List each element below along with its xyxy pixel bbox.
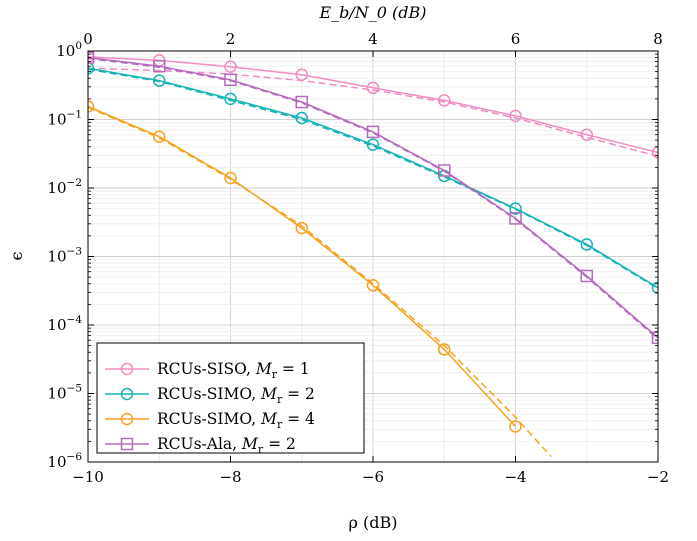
- data-point: [580, 269, 593, 283]
- y-tick-label: 10−1: [47, 109, 82, 129]
- legend-label: RCUs-SIMO, Mr = 2: [157, 385, 315, 406]
- data-point: [438, 94, 451, 107]
- top-tick-label: 6: [511, 30, 521, 48]
- data-point: [580, 128, 593, 141]
- data-point: [224, 60, 237, 73]
- top-tick-label: 2: [226, 30, 236, 48]
- y-tick-label: 10−4: [47, 314, 82, 334]
- data-point: [295, 111, 308, 125]
- data-point: [224, 171, 237, 185]
- data-point: [580, 238, 593, 251]
- series-3: [88, 100, 552, 458]
- legend-marker: [120, 387, 134, 401]
- legend-marker: [120, 412, 134, 426]
- legend-marker: [120, 437, 134, 451]
- data-point: [153, 130, 166, 143]
- legend-item: RCUs-SISO, Mr = 1: [105, 360, 310, 381]
- y-tick-label: 10−3: [47, 246, 82, 266]
- y-tick-label: 100: [56, 40, 82, 60]
- data-point: [153, 74, 166, 87]
- legend-label: RCUs-SISO, Mr = 1: [157, 360, 310, 381]
- x-tick-label: −6: [362, 468, 384, 486]
- legend-box: [96, 342, 365, 454]
- series-approx-line: [88, 67, 658, 158]
- data-point: [153, 59, 166, 73]
- x-axis-label: ρ (dB): [349, 513, 398, 532]
- legend: RCUs-SISO, Mr = 1 RCUs-SIMO, Mr = 2 RCUs-S…: [96, 342, 365, 456]
- series-2: [88, 62, 658, 294]
- legend-marker: [120, 362, 134, 376]
- data-point: [438, 343, 451, 356]
- data-point: [366, 125, 380, 139]
- data-point: [509, 202, 522, 215]
- x-tick-label: −2: [647, 468, 669, 486]
- data-point: [651, 281, 658, 294]
- series-4: [88, 51, 658, 345]
- data-point: [295, 221, 308, 235]
- x-tick-label: −8: [219, 468, 241, 486]
- series-line: [88, 56, 658, 339]
- top-axis-label: E_b/N_0 (dB): [318, 3, 426, 22]
- y-tick-label: 10−2: [47, 177, 82, 197]
- data-point: [651, 331, 658, 345]
- y-axis-label: ϵ: [7, 251, 26, 260]
- ticks: [87, 50, 659, 463]
- series-layer: [88, 51, 658, 458]
- series-line: [88, 67, 658, 289]
- x-tick-label: −4: [504, 468, 526, 486]
- data-point: [509, 212, 522, 225]
- data-point: [509, 109, 522, 123]
- data-point: [224, 92, 237, 106]
- top-tick-label: 4: [368, 30, 378, 48]
- series-line: [88, 56, 658, 154]
- top-tick-label: 8: [653, 30, 663, 48]
- data-point: [438, 164, 451, 177]
- legend-item: RCUs-SIMO, Mr = 4: [105, 410, 315, 431]
- legend-label: RCUs-Ala, Mr = 2: [157, 435, 296, 456]
- legend-item: RCUs-SIMO, Mr = 2: [105, 385, 315, 406]
- x-tick-label: −10: [72, 468, 104, 486]
- data-point: [366, 81, 380, 95]
- data-point: [88, 62, 95, 75]
- legend-item: RCUs-Ala, Mr = 2: [105, 435, 296, 456]
- data-point: [295, 95, 308, 109]
- top-tick-label: 0: [83, 30, 93, 48]
- tick-labels: −10 −8 −6 −4 −2 0 2 4 6 8 100 10−1 10−2 10−3 10−4 10−5 1…: [47, 30, 669, 486]
- data-point: [651, 146, 658, 159]
- y-tick-label: 10−5: [47, 383, 82, 403]
- data-point: [88, 51, 95, 64]
- data-point: [366, 138, 380, 151]
- data-point: [88, 100, 95, 113]
- data-point: [509, 420, 522, 433]
- data-point: [295, 68, 308, 82]
- series-line: [88, 105, 517, 428]
- data-point: [366, 279, 380, 292]
- legend-label: RCUs-SIMO, Mr = 4: [157, 410, 315, 431]
- series-approx-line: [88, 106, 552, 458]
- data-point: [224, 73, 237, 87]
- y-tick-label: 10−6: [47, 451, 82, 471]
